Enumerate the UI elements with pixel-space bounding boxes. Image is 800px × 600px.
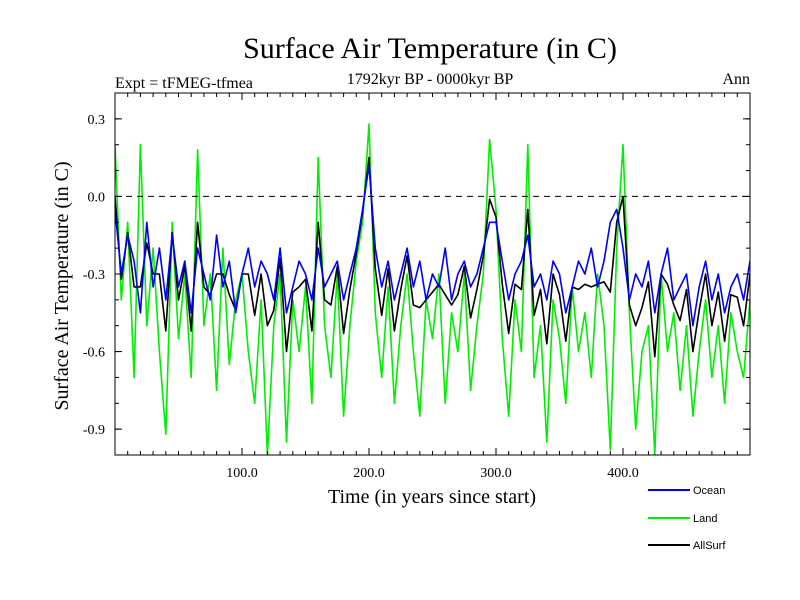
y-axis-label: Surface Air Temperature (in C) [51, 161, 73, 410]
chart-subtitle-center: 1792kyr BP - 0000kyr BP [347, 71, 514, 88]
y-tick-label: -0.9 [83, 423, 105, 438]
plot-area: 0.3 0.0 -0.3 -0.6 -0.9 100.0 200.0 300.0 400.0 [83, 92, 751, 481]
chart-subtitle-right: Ann [722, 71, 750, 88]
legend-label-allsurf: AllSurf [693, 540, 726, 552]
chart-subtitle-left: Expt = tFMEG-tfmea [115, 75, 253, 92]
x-tick-label: 300.0 [480, 466, 512, 481]
y-tick-label: 0.3 [88, 113, 106, 128]
series-line-allsurf [115, 156, 750, 358]
chart-title: Surface Air Temperature (in C) [243, 32, 617, 65]
series-line-land [115, 123, 750, 455]
legend-label-ocean: Ocean [693, 485, 725, 497]
y-tick-label: -0.6 [83, 346, 105, 361]
series-line-ocean [115, 164, 750, 327]
x-tick-label: 100.0 [226, 466, 258, 481]
x-axis-label: Time (in years since start) [328, 486, 536, 508]
legend-label-land: Land [693, 513, 717, 525]
x-tick-label: 400.0 [607, 466, 639, 481]
legend: Ocean Land AllSurf [648, 485, 726, 552]
y-tick-label: -0.3 [83, 268, 105, 283]
x-tick-label: 200.0 [353, 466, 385, 481]
series-group [115, 123, 750, 455]
y-tick-label: 0.0 [88, 190, 106, 205]
